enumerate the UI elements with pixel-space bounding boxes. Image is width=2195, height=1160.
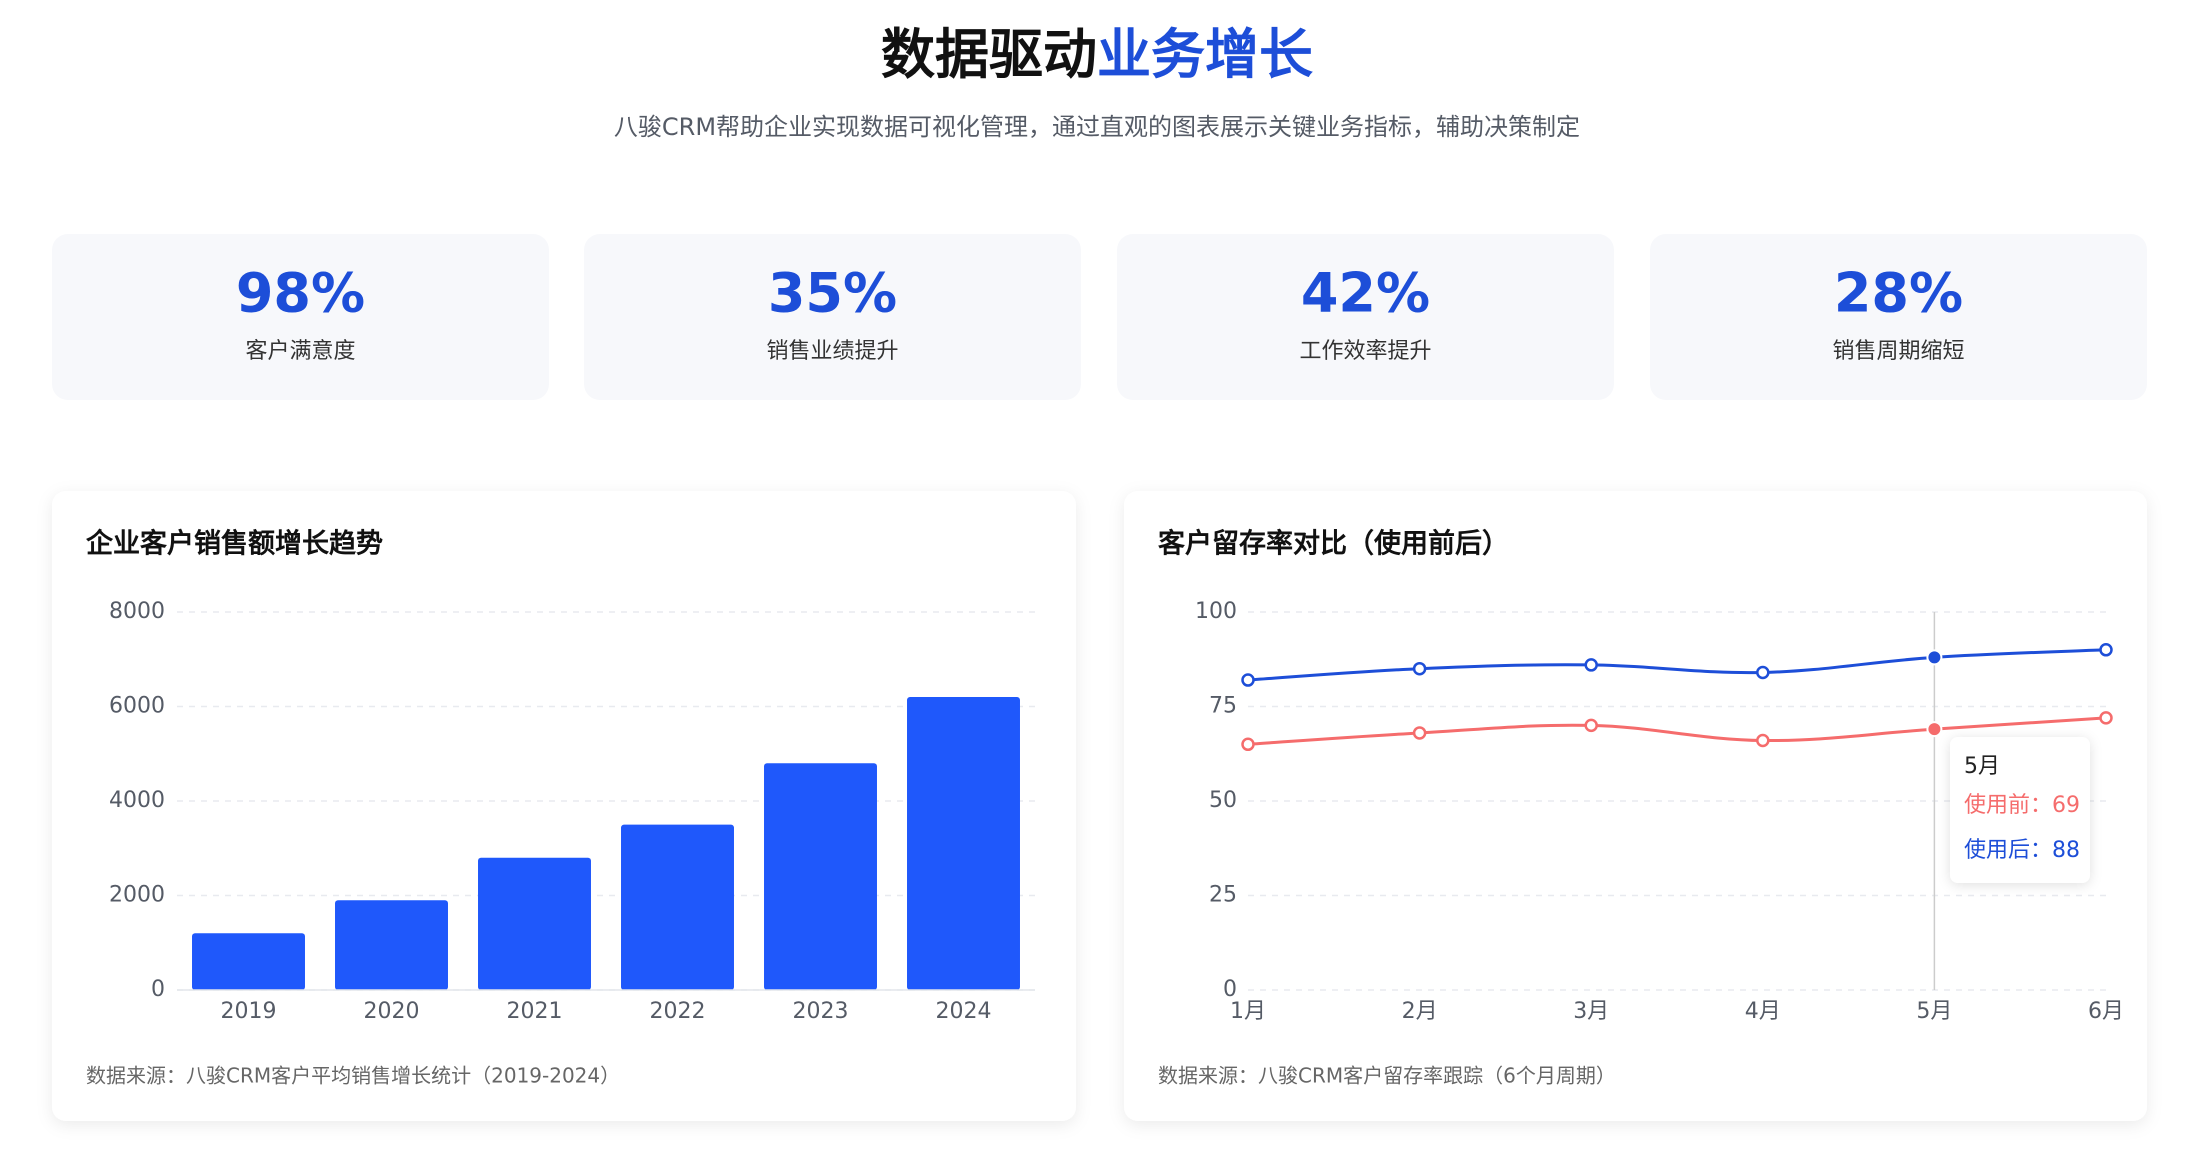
tooltip-value: 69 [2052, 793, 2080, 818]
data-point[interactable] [1584, 658, 1598, 672]
x-tick-label: 3月 [1573, 999, 1609, 1024]
y-tick-label: 50 [1209, 788, 1237, 813]
tooltip-series-name: 使用前 [1964, 793, 2030, 818]
title-accent: 业务增长 [1097, 23, 1313, 86]
data-point[interactable] [1756, 665, 1770, 680]
data-point[interactable] [1412, 726, 1427, 740]
tooltip-box [1950, 737, 2090, 883]
data-point[interactable] [1412, 661, 1427, 676]
x-tick-label: 4月 [1745, 999, 1781, 1024]
stat-value: 42% [1301, 262, 1430, 325]
page-title: 数据驱动业务增长 [881, 23, 1313, 86]
series-line [1247, 716, 2107, 746]
title-dark: 数据驱动 [881, 23, 1097, 86]
data-point[interactable] [1241, 737, 1255, 752]
tooltip-separator: ： [2030, 838, 2052, 863]
bar [621, 824, 734, 990]
y-tick-label: 6000 [109, 694, 165, 719]
chart-card: 客户留存率对比（使用前后） 数据来源：八骏CRM客户留存率跟踪（6个月周期） 0 25… [1124, 491, 2147, 1121]
data-point[interactable] [1584, 718, 1598, 733]
data-point[interactable] [1926, 721, 1943, 738]
x-tick-label: 2019 [221, 999, 277, 1024]
stat-label: 销售周期缩短 [1832, 339, 1964, 364]
y-tick-label: 0 [151, 977, 165, 1002]
bar [907, 697, 1020, 990]
chart-source: 数据来源：八骏CRM客户留存率跟踪（6个月周期） [1158, 1064, 1616, 1088]
stats-row: 98% 客户满意度 35% 销售业绩提升 42% 工作效率提升 28% 销售周期缩短 [52, 234, 2147, 400]
x-tick-label: 6月 [2088, 999, 2124, 1024]
data-point[interactable] [1926, 649, 1943, 666]
y-tick-label: 2000 [109, 883, 165, 908]
stat-card [584, 234, 1081, 400]
bar [764, 763, 877, 990]
chart-source: 数据来源：八骏CRM客户平均销售增长统计（2019-2024） [86, 1064, 620, 1088]
bar [192, 933, 305, 990]
x-tick-label: 1月 [1230, 999, 1266, 1024]
bar [478, 857, 591, 990]
x-tick-label: 2022 [650, 999, 706, 1024]
stat-label: 客户满意度 [245, 339, 355, 364]
card-background [1124, 491, 2147, 1121]
tooltip-separator: ： [2030, 793, 2052, 818]
tooltip-row: 使用后：88 [1964, 838, 2080, 863]
data-point[interactable] [2099, 711, 2113, 725]
x-tick-label: 5月 [1916, 999, 1952, 1024]
tooltip-series-name: 使用后 [1964, 838, 2030, 863]
y-tick-label: 25 [1209, 883, 1237, 908]
series-line [1247, 648, 2107, 682]
stat-value: 35% [768, 262, 897, 325]
tooltip-title: 5月 [1964, 754, 2000, 779]
stat-card [52, 234, 549, 400]
chart-card: 企业客户销售额增长趋势数据来源：八骏CRM客户平均销售增长统计（2019-202… [52, 491, 1076, 1121]
stat-card [1117, 234, 1614, 400]
x-tick-label: 2023 [793, 999, 849, 1024]
chart-title: 企业客户销售额增长趋势 [86, 528, 383, 560]
y-tick-label: 75 [1209, 694, 1237, 719]
x-tick-label: 2024 [936, 999, 992, 1024]
data-point[interactable] [1241, 673, 1255, 687]
tooltip-row: 使用前：69 [1964, 793, 2080, 818]
data-point[interactable] [2099, 643, 2113, 657]
chart-title: 客户留存率对比（使用前后） [1158, 528, 1509, 560]
y-tick-label: 0 [1223, 977, 1237, 1002]
bar [335, 900, 448, 990]
y-tick-label: 4000 [109, 788, 165, 813]
data-point[interactable] [1756, 733, 1770, 748]
x-tick-label: 2月 [1402, 999, 1438, 1024]
page-subtitle: 八骏CRM帮助企业实现数据可视化管理，通过直观的图表展示关键业务指标，辅助决策制… [614, 113, 1580, 141]
charts-row: 企业客户销售额增长趋势数据来源：八骏CRM客户平均销售增长统计（2019-202… [52, 491, 2147, 1121]
stat-label: 工作效率提升 [1299, 339, 1431, 364]
stat-value: 98% [236, 262, 365, 325]
x-tick-label: 2020 [364, 999, 420, 1024]
tooltip-value: 88 [2052, 838, 2080, 863]
y-tick-label: 8000 [109, 599, 165, 624]
y-tick-label: 100 [1195, 599, 1237, 624]
stat-label: 销售业绩提升 [766, 339, 898, 364]
x-tick-label: 2021 [507, 999, 563, 1024]
stat-card [1650, 234, 2147, 400]
stat-value: 28% [1834, 262, 1963, 325]
